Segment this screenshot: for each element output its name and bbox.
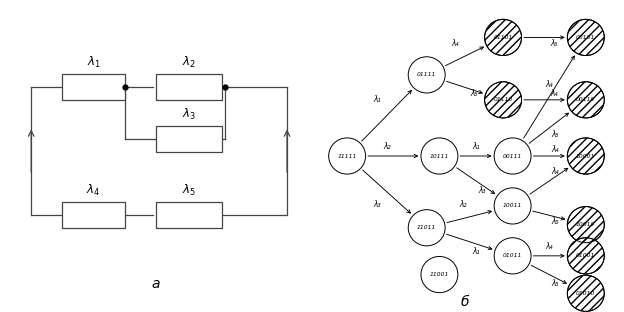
Text: 01110: 01110	[494, 97, 513, 102]
Text: 00111: 00111	[503, 154, 522, 158]
Circle shape	[408, 210, 445, 246]
Text: λ₁: λ₁	[472, 142, 480, 151]
Text: λ₁: λ₁	[472, 247, 480, 256]
Text: λ₄: λ₄	[552, 167, 559, 176]
Text: $\lambda_2$: $\lambda_2$	[182, 54, 196, 70]
Text: λ₄: λ₄	[550, 89, 558, 98]
Text: а: а	[152, 277, 160, 291]
Circle shape	[421, 256, 458, 293]
Text: б: б	[461, 295, 469, 309]
Bar	[156, 74, 222, 100]
Circle shape	[567, 82, 604, 118]
Text: 00110: 00110	[576, 97, 595, 102]
Text: λ₅: λ₅	[552, 280, 559, 288]
Text: 00101: 00101	[576, 35, 595, 40]
Text: 01001: 01001	[576, 253, 595, 258]
Bar	[156, 202, 222, 228]
Text: $\lambda_1$: $\lambda_1$	[87, 54, 100, 70]
Bar	[62, 74, 125, 100]
Text: 01011: 01011	[503, 253, 522, 258]
Text: λ₂: λ₂	[459, 200, 467, 209]
Circle shape	[567, 275, 604, 311]
Bar	[62, 202, 125, 228]
Text: λ₅: λ₅	[470, 89, 478, 98]
Text: λ₄: λ₄	[452, 39, 459, 48]
Text: 01010: 01010	[576, 291, 595, 296]
Circle shape	[421, 138, 458, 174]
Text: 10001: 10001	[576, 154, 595, 158]
Circle shape	[567, 138, 604, 174]
Circle shape	[567, 19, 604, 56]
Text: $\lambda_5$: $\lambda_5$	[182, 183, 196, 198]
Text: λ₃: λ₃	[479, 186, 486, 195]
Text: 11111: 11111	[338, 154, 357, 158]
Text: λ₁: λ₁	[374, 95, 381, 104]
Text: λ₄: λ₄	[545, 242, 553, 251]
Circle shape	[329, 138, 366, 174]
Circle shape	[485, 82, 522, 118]
Text: $\lambda_4$: $\lambda_4$	[87, 183, 100, 198]
Text: 01111: 01111	[417, 72, 436, 77]
Text: λ₄: λ₄	[552, 145, 559, 154]
Text: λ₄: λ₄	[545, 80, 553, 89]
Circle shape	[567, 238, 604, 274]
Circle shape	[494, 188, 531, 224]
Text: 11001: 11001	[430, 272, 449, 277]
Text: 10011: 10011	[503, 203, 522, 208]
Circle shape	[494, 138, 531, 174]
Text: 10010: 10010	[576, 222, 595, 227]
Text: 11011: 11011	[417, 225, 436, 230]
Circle shape	[567, 207, 604, 243]
Bar	[156, 126, 222, 152]
Text: λ₅: λ₅	[552, 130, 559, 139]
Text: 10111: 10111	[430, 154, 449, 158]
Text: 01101: 01101	[494, 35, 513, 40]
Text: $\lambda_3$: $\lambda_3$	[182, 106, 196, 121]
Text: λ₅: λ₅	[550, 39, 558, 48]
Circle shape	[494, 238, 531, 274]
Text: λ₅: λ₅	[552, 217, 559, 226]
Text: λ₂: λ₂	[383, 142, 391, 151]
Circle shape	[408, 57, 445, 93]
Circle shape	[485, 19, 522, 56]
Text: λ₃: λ₃	[374, 200, 381, 209]
